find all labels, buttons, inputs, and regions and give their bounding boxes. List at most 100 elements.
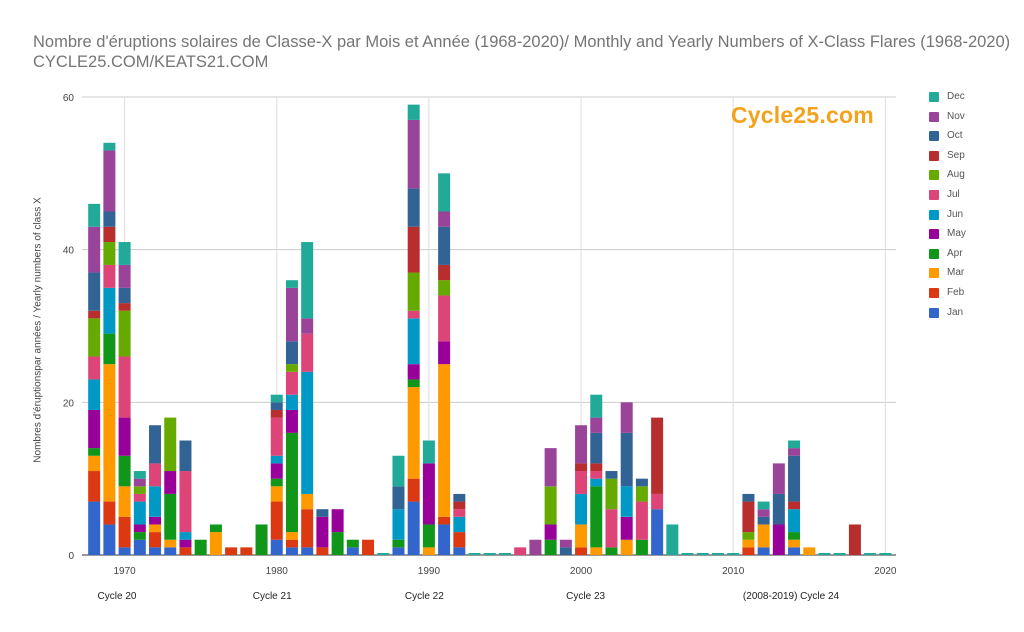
legend-label: Mar: [947, 267, 965, 279]
cycle-label: Cycle 23: [566, 591, 605, 602]
bar-segment: [118, 264, 131, 288]
bar-segment: [301, 242, 314, 319]
bar-segment: [118, 455, 131, 487]
bar-segment: [179, 471, 192, 533]
bar-segment: [164, 493, 177, 540]
bar-segment: [422, 440, 435, 464]
x-tick-label: 1990: [418, 566, 441, 577]
bar-segment: [590, 432, 603, 464]
bar-segment: [772, 524, 785, 555]
bar-segment: [407, 226, 420, 273]
bar-segment: [103, 333, 116, 365]
bar-segment: [88, 356, 101, 380]
bar-segment: [407, 379, 420, 388]
bar-segment: [742, 539, 755, 548]
legend-label: Jan: [947, 306, 964, 318]
bar-segment: [240, 547, 253, 555]
bar-segment: [407, 119, 420, 189]
bar-segment: [103, 287, 116, 334]
bar-segment-empty: [483, 553, 496, 555]
bar-segment: [285, 539, 298, 548]
bar-segment: [301, 547, 314, 555]
bar-segment: [788, 440, 801, 449]
legend-swatch: [929, 92, 939, 102]
bar-segment: [392, 509, 405, 540]
bar-segment-empty: [864, 553, 877, 555]
y-tick-label: 0: [68, 551, 74, 562]
bar-segment: [270, 463, 283, 479]
bar-segment: [285, 409, 298, 433]
bar-segment: [757, 547, 770, 555]
bar-segment: [422, 463, 435, 525]
bar-segment: [118, 242, 131, 265]
bar-segment: [544, 486, 557, 525]
bar-segment: [407, 478, 420, 502]
bar-segment: [149, 532, 162, 548]
bar-segment: [772, 493, 785, 525]
bar-segment: [149, 547, 162, 555]
bar-segment: [620, 539, 633, 555]
legend-swatch: [929, 189, 939, 200]
bar-segment: [438, 226, 451, 265]
bar-segment: [103, 364, 116, 502]
bar-segment: [88, 203, 101, 227]
bar-segment: [453, 493, 466, 502]
bar-segment: [88, 226, 101, 273]
bar-segment: [301, 318, 314, 334]
bar-segment-empty: [696, 553, 709, 555]
bar-segment: [407, 364, 420, 380]
bar-segment: [118, 310, 131, 357]
bar-segment: [88, 448, 101, 456]
x-tick-label: 2000: [570, 566, 593, 577]
legend-swatch: [929, 209, 939, 220]
bar-segment: [88, 409, 101, 449]
bar-segment-empty: [377, 553, 390, 555]
bar-segment: [133, 486, 146, 494]
bar-segment: [757, 516, 770, 525]
bar-segment: [316, 509, 329, 517]
bar-segment: [392, 486, 405, 510]
bar-segment: [118, 303, 131, 311]
bar-segment: [255, 524, 268, 555]
bar-segment: [742, 493, 755, 502]
bar-segment: [605, 509, 618, 548]
bars-layer: [88, 104, 892, 555]
bar-segment: [422, 524, 435, 548]
bar-segment: [88, 455, 101, 472]
bar-segment: [407, 272, 420, 311]
bar-segment: [270, 455, 283, 464]
bar-segment: [103, 524, 116, 555]
bar-segment: [362, 539, 375, 555]
bar-segment: [316, 547, 329, 555]
bar-segment: [164, 539, 177, 548]
bar-segment: [285, 287, 298, 342]
bar-segment: [285, 432, 298, 533]
bar-segment: [316, 516, 329, 548]
bar-segment: [590, 417, 603, 433]
bar-segment: [149, 425, 162, 464]
bar-segment: [118, 547, 131, 555]
bar-segment: [438, 173, 451, 212]
legend-label: Feb: [947, 286, 965, 298]
cycle-label: Cycle 22: [405, 591, 444, 602]
bar-segment: [590, 463, 603, 472]
bar-segment: [620, 432, 633, 487]
bar-segment: [118, 287, 131, 304]
bar-segment: [270, 402, 283, 410]
bar-segment: [270, 501, 283, 540]
bar-segment: [133, 532, 146, 540]
bar-segment: [118, 516, 131, 548]
bar-segment: [88, 318, 101, 357]
bar-segment: [803, 547, 816, 555]
bar-segment: [270, 539, 283, 555]
bar-segment: [590, 486, 603, 548]
bar-segment: [605, 547, 618, 555]
bar-segment: [559, 547, 572, 555]
bar-segment: [620, 516, 633, 540]
bar-segment: [285, 364, 298, 372]
bar-segment: [179, 440, 192, 472]
bar-segment: [575, 425, 588, 464]
bar-segment: [453, 501, 466, 510]
bar-segment: [392, 539, 405, 548]
